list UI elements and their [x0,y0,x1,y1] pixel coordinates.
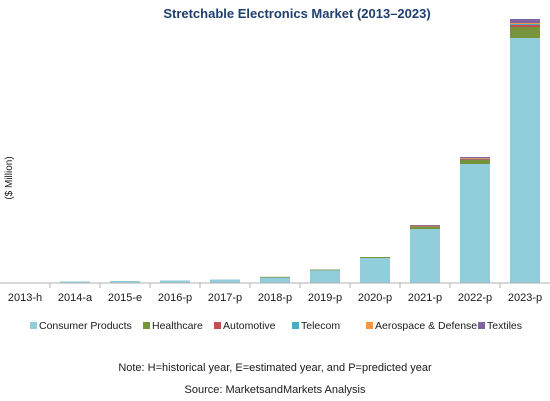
bar-segment [510,19,540,23]
legend-item: Healthcare [143,320,203,332]
bar-segment [460,157,490,158]
legend-item: Consumer Products [30,320,132,332]
y-axis-label: ($ Million) [4,156,15,199]
legend-label: Automotive [223,320,276,332]
x-tick-label: 2015-e [108,292,142,304]
x-tick-label: 2023-p [508,292,542,304]
x-tick-label: 2014-a [58,292,93,304]
legend: Consumer Products Healthcare Automotive Tel… [30,320,522,332]
bar-segment [210,279,240,283]
bar-segment [510,38,540,283]
x-tick-label: 2017-p [208,292,242,304]
bar-segment [110,281,140,283]
x-ticks-group [49,283,501,288]
legend-swatch [366,322,373,329]
legend-swatch [214,322,221,329]
bar-segment [510,25,540,27]
legend-label: Telecom [301,320,340,332]
x-tick-label: 2022-p [458,292,492,304]
x-tick-label: 2013-h [8,292,42,304]
x-tick-label: 2018-p [258,292,292,304]
bar-segment [260,277,290,283]
legend-swatch [30,322,37,329]
x-tick-label: 2021-p [408,292,442,304]
bar-segment [460,159,490,160]
legend-label: Aerospace & Defense [375,320,477,332]
legend-item: Telecom [292,320,340,332]
legend-label: Textiles [487,320,522,332]
bars-group [10,19,540,284]
footnote: Note: H=historical year, E=estimated yea… [118,362,432,374]
bar-segment [410,225,440,226]
x-tick-label: 2020-p [358,292,392,304]
bar-segment [160,280,190,283]
legend-swatch [143,322,150,329]
bar-segment [460,158,490,159]
bar-segment [460,164,490,283]
x-labels-group: 2013-h 2014-a 2015-e 2016-p 2017-p 2018-p 2019… [8,292,542,304]
source-note: Source: MarketsandMarkets Analysis [184,384,366,396]
bar-segment [510,24,540,25]
bar-segment [510,27,540,38]
chart-title: Stretchable Electronics Market (2013–202… [163,6,430,21]
legend-label: Healthcare [152,320,203,332]
bar-segment [310,270,340,283]
bar-segment [410,226,440,229]
legend-swatch [292,322,299,329]
bar-segment [410,229,440,283]
bar-segment [510,23,540,24]
bar-segment [60,281,90,283]
legend-item: Aerospace & Defense [366,320,477,332]
bar-segment [460,160,490,164]
legend-swatch [478,322,485,329]
legend-item: Automotive [214,320,276,332]
bar-segment [360,257,390,258]
bar-segment [310,269,340,271]
x-tick-label: 2016-p [158,292,192,304]
bar-segment [460,158,490,160]
x-tick-label: 2019-p [308,292,342,304]
bar-segment [360,258,390,283]
legend-item: Textiles [478,320,522,332]
bar-segment [410,225,440,227]
bar-segment [260,276,290,278]
legend-label: Consumer Products [39,320,132,332]
